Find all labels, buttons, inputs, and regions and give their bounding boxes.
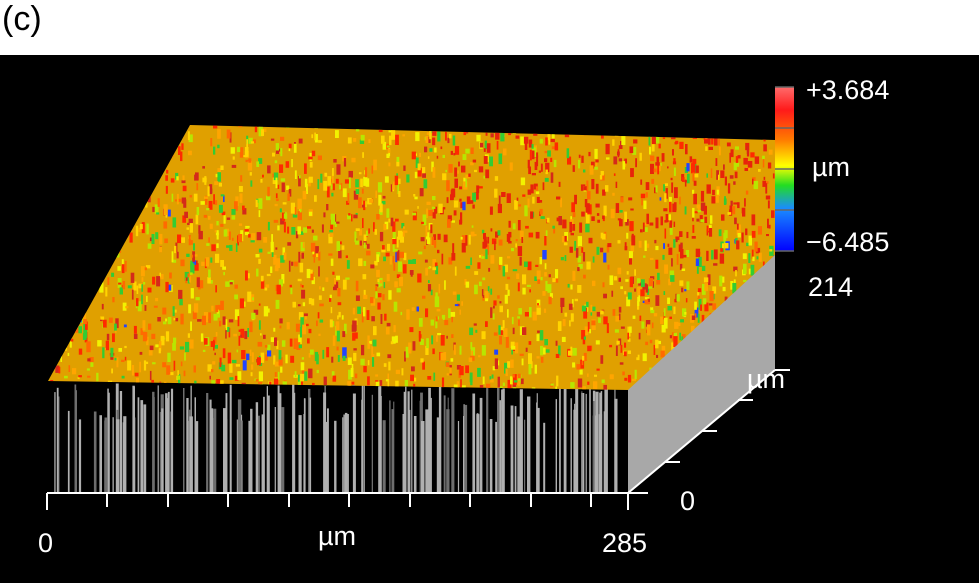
panel-label: (c) bbox=[2, 0, 42, 38]
colorbar-min-label: −6.485 bbox=[806, 227, 889, 257]
x-axis-end-label: 285 bbox=[602, 528, 647, 558]
surface-texture bbox=[48, 125, 775, 390]
colorbar-unit-label: µm bbox=[812, 152, 850, 182]
y-axis-start-label: 0 bbox=[680, 486, 695, 516]
surface-plot: +3.684 µm −6.485 0 µm 285 bbox=[0, 55, 979, 583]
y-axis-unit-label: µm bbox=[747, 364, 785, 394]
y-axis-end-label: 214 bbox=[808, 272, 853, 302]
surface-side-wall bbox=[628, 248, 775, 492]
x-axis-start-label: 0 bbox=[38, 528, 53, 558]
colorbar-ticks bbox=[775, 86, 794, 252]
colorbar-max-label: +3.684 bbox=[806, 75, 889, 105]
y-axis bbox=[627, 369, 790, 494]
x-axis bbox=[46, 492, 629, 510]
x-axis-unit-label: µm bbox=[318, 521, 356, 551]
front-face-stubs bbox=[54, 383, 618, 493]
